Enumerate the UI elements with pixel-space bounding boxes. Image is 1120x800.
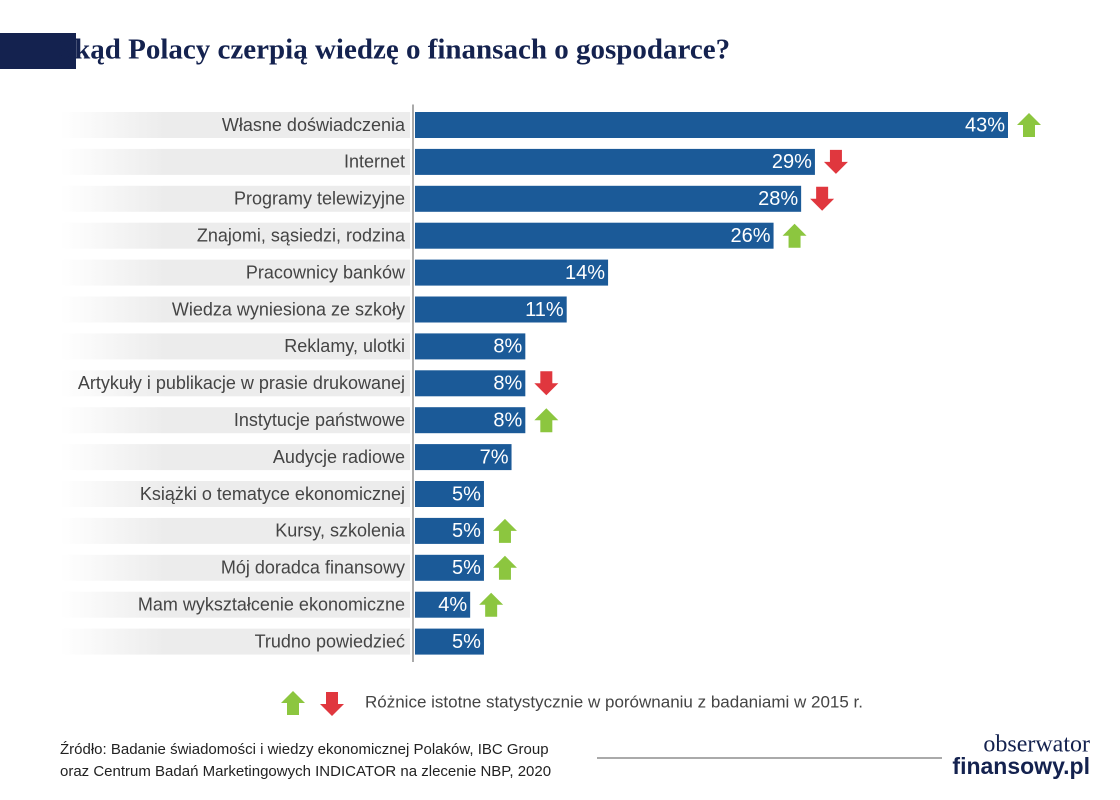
bar: [415, 407, 526, 434]
change-arrow: [1017, 113, 1041, 137]
category-label: Mam wykształcenie ekonomiczne: [138, 594, 405, 614]
value-label: 5%: [452, 520, 481, 542]
row-stripe: [60, 517, 410, 544]
category-label: Kursy, szkolenia: [275, 521, 406, 541]
category-label: Instytucje państwowe: [234, 410, 405, 430]
legend-text: Różnice istotne statystycznie w porównan…: [365, 692, 863, 711]
row-stripe: [60, 407, 410, 434]
row-stripe: [60, 333, 410, 360]
bar: [415, 112, 1008, 138]
bar: [415, 554, 484, 581]
row-stripe: [60, 222, 410, 249]
value-label: 14%: [565, 262, 605, 284]
category-label: Artykuły i publikacje w prasie drukowane…: [78, 373, 405, 393]
row-stripe: [60, 591, 410, 618]
bar: [415, 333, 526, 360]
value-label: 26%: [731, 225, 771, 247]
row-stripe: [60, 148, 410, 175]
legend: Różnice istotne statystycznie w porównan…: [281, 691, 863, 716]
value-label: 43%: [965, 114, 1005, 136]
bar: [415, 222, 774, 249]
category-label: Programy telewizyjne: [234, 189, 405, 209]
bar: [415, 628, 484, 655]
row-stripe: [60, 554, 410, 581]
value-label: 5%: [452, 483, 481, 505]
bar: [415, 481, 484, 507]
category-label: Znajomi, sąsiedzi, rodzina: [197, 225, 406, 245]
logo: finansowy.pl: [952, 753, 1090, 779]
row-stripe: [60, 185, 410, 212]
category-label: Audycje radiowe: [273, 447, 405, 467]
change-arrow: [492, 555, 517, 580]
category-label: Reklamy, ulotki: [284, 336, 405, 356]
value-label: 5%: [452, 631, 481, 653]
bar: [415, 259, 609, 286]
category-label: Wiedza wyniesiona ze szkoły: [172, 299, 405, 319]
change-arrow: [492, 518, 517, 543]
change-arrow: [823, 149, 848, 174]
value-label: 28%: [758, 188, 798, 210]
bar: [415, 444, 512, 471]
source-line: Źródło: Badanie świadomości i wiedzy eko…: [60, 741, 549, 758]
title-block: [0, 33, 76, 69]
value-label: 11%: [525, 299, 564, 321]
logo: obserwator: [983, 732, 1090, 758]
legend-up-arrow: [281, 691, 305, 715]
bar: [415, 148, 815, 175]
row-stripe: [60, 112, 410, 138]
bar: [415, 370, 526, 397]
category-label: Książki o tematyce ekonomicznej: [140, 484, 405, 504]
category-label: Mój doradca finansowy: [221, 558, 405, 578]
category-label: Pracownicy banków: [246, 262, 406, 282]
legend-down-arrow: [320, 692, 344, 716]
row-stripe: [60, 444, 410, 471]
row-stripe: [60, 370, 410, 397]
source-line: oraz Centrum Badań Marketingowych INDICA…: [60, 763, 551, 780]
category-label: Własne doświadczenia: [222, 115, 406, 135]
value-label: 29%: [772, 151, 812, 173]
row-stripe: [60, 481, 410, 507]
value-label: 7%: [480, 446, 509, 468]
change-arrow: [810, 186, 835, 211]
change-arrow: [782, 223, 807, 248]
value-label: 8%: [493, 373, 522, 395]
value-label: 8%: [493, 336, 522, 358]
bar: [415, 517, 484, 544]
value-label: 8%: [493, 409, 522, 431]
value-label: 4%: [438, 594, 467, 616]
bar: [415, 296, 567, 323]
category-label: Trudno powiedzieć: [255, 631, 405, 651]
bar: [415, 591, 471, 618]
category-label: Internet: [344, 152, 405, 172]
value-label: 5%: [452, 557, 481, 579]
row-stripe: [60, 628, 410, 655]
change-arrow: [534, 408, 559, 433]
change-arrow: [534, 371, 559, 396]
chart-title: Skąd Polacy czerpią wiedzę o finansach o…: [58, 34, 730, 66]
change-arrow: [479, 592, 504, 617]
row-stripe: [60, 259, 410, 286]
row-stripe: [60, 296, 410, 323]
bar: [415, 185, 802, 212]
